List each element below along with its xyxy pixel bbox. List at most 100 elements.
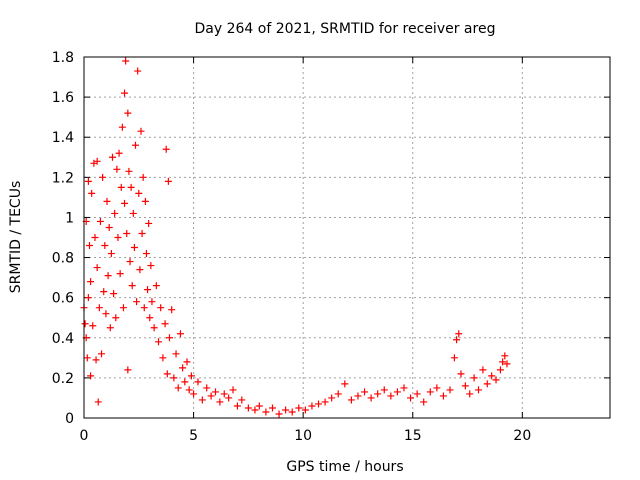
data-point <box>268 404 276 412</box>
data-point <box>84 177 92 185</box>
data-point <box>123 229 131 237</box>
data-point <box>426 388 434 396</box>
data-point <box>168 306 176 314</box>
data-point <box>88 189 96 197</box>
data-point <box>433 384 441 392</box>
data-point <box>446 386 454 394</box>
data-point <box>152 282 160 290</box>
x-tick-label: 10 <box>294 428 312 444</box>
data-point <box>439 392 447 400</box>
data-point <box>220 390 228 398</box>
y-tick-label: 1.2 <box>52 170 74 186</box>
data-point <box>341 380 349 388</box>
data-point <box>407 394 415 402</box>
data-point <box>155 338 163 346</box>
data-point <box>179 364 187 372</box>
data-point <box>194 378 202 386</box>
data-point <box>374 390 382 398</box>
data-point <box>126 258 134 266</box>
data-point <box>146 314 154 322</box>
data-point <box>127 183 135 191</box>
data-point <box>130 244 138 252</box>
data-point <box>108 153 116 161</box>
data-point <box>117 183 125 191</box>
data-point <box>161 320 169 328</box>
data-point <box>150 324 158 332</box>
x-tick-label: 0 <box>80 428 89 444</box>
data-point <box>129 209 137 217</box>
data-point <box>106 324 114 332</box>
data-point <box>122 57 130 65</box>
data-point <box>93 157 101 165</box>
y-tick-label: 1.8 <box>52 50 74 66</box>
data-point <box>157 304 165 312</box>
data-point <box>181 378 189 386</box>
data-point <box>492 376 500 384</box>
data-point <box>145 219 153 227</box>
data-point <box>81 320 89 328</box>
data-point <box>85 242 93 250</box>
data-point <box>457 370 465 378</box>
data-point <box>92 356 100 364</box>
data-point <box>121 89 129 97</box>
data-point <box>187 372 195 380</box>
data-points <box>80 57 511 418</box>
x-tick-label: 20 <box>513 428 531 444</box>
data-point <box>87 278 95 286</box>
data-point <box>172 350 180 358</box>
data-point <box>216 398 224 406</box>
y-tick-label: 1.4 <box>52 130 74 146</box>
data-point <box>282 406 290 414</box>
data-point <box>98 350 106 358</box>
data-point <box>133 298 141 306</box>
data-point <box>148 298 156 306</box>
y-tick-label: 0 <box>65 411 74 427</box>
data-point <box>475 386 482 394</box>
data-point <box>100 288 108 296</box>
data-point <box>137 127 145 135</box>
plot-frame <box>83 56 611 419</box>
data-point <box>387 392 395 400</box>
x-tick-label: 15 <box>404 428 422 444</box>
data-point <box>113 165 121 173</box>
data-point <box>134 67 142 75</box>
data-point <box>308 402 316 410</box>
data-point <box>393 388 401 396</box>
data-point <box>170 374 178 382</box>
data-point <box>142 250 150 258</box>
data-point <box>93 264 101 272</box>
y-axis-label: SRMTID / TECUs <box>8 181 24 294</box>
data-point <box>367 394 375 402</box>
data-point <box>255 402 263 410</box>
data-point <box>147 262 155 270</box>
data-point <box>102 310 110 318</box>
y-tick-label: 0.8 <box>52 251 74 267</box>
chart-title: Day 264 of 2021, SRMTID for receiver are… <box>195 21 496 37</box>
data-point <box>503 360 511 368</box>
data-point <box>262 408 270 416</box>
data-point <box>83 354 91 362</box>
data-point <box>103 197 111 205</box>
data-point <box>112 314 120 322</box>
data-point <box>115 149 123 157</box>
data-point <box>118 123 126 131</box>
data-point <box>164 177 172 185</box>
data-point <box>450 354 458 362</box>
data-point <box>110 290 118 298</box>
data-point <box>238 396 246 404</box>
data-point <box>301 406 309 414</box>
data-point <box>139 173 147 181</box>
data-point <box>144 286 152 294</box>
grid-lines <box>84 57 610 418</box>
data-point <box>87 372 95 380</box>
x-tick-label: 5 <box>189 428 198 444</box>
data-point <box>138 229 146 237</box>
data-point <box>132 141 140 149</box>
data-point <box>295 404 303 412</box>
data-point <box>479 366 487 374</box>
data-point <box>321 398 329 406</box>
data-point <box>176 330 184 338</box>
data-point <box>104 272 112 280</box>
